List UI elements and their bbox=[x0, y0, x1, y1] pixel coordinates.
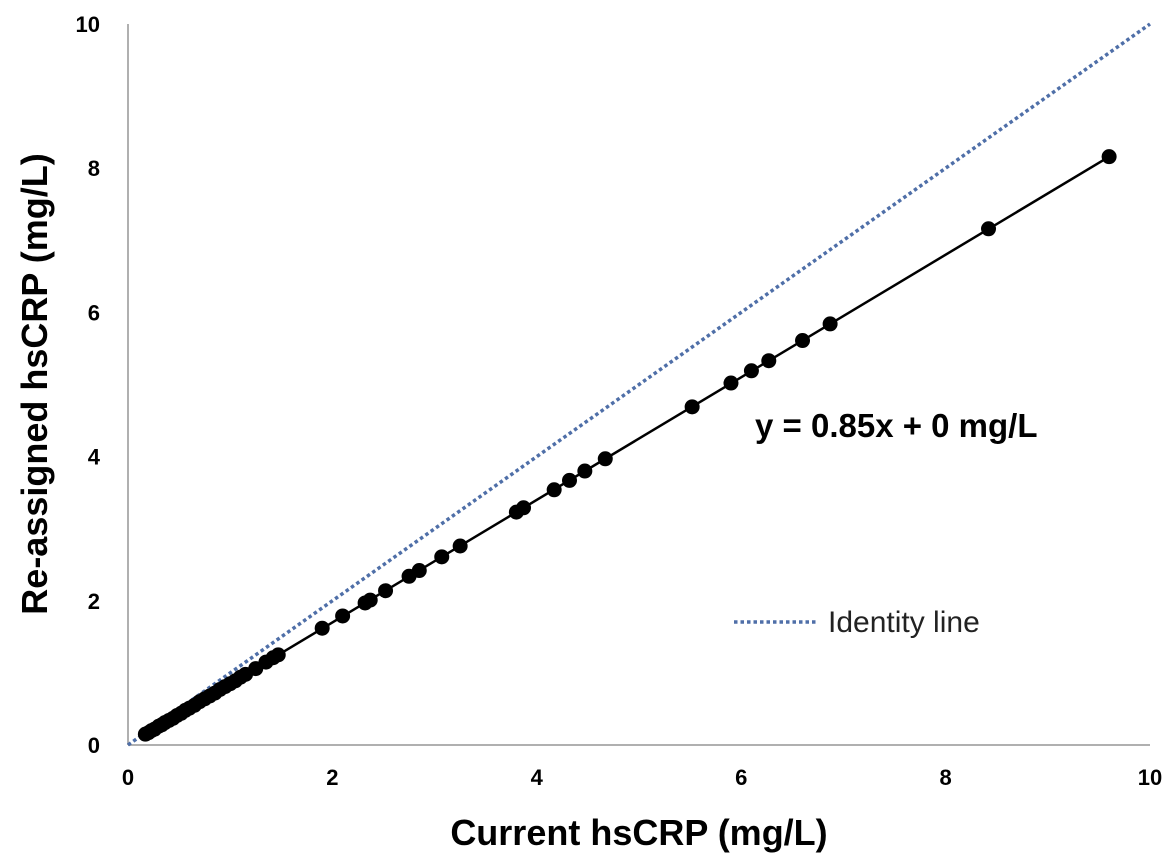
x-tick-label: 2 bbox=[326, 765, 338, 790]
data-point bbox=[981, 221, 997, 237]
y-tick-label: 0 bbox=[88, 733, 100, 758]
data-point bbox=[314, 620, 330, 636]
x-tick-label: 6 bbox=[735, 765, 747, 790]
data-point bbox=[452, 538, 468, 554]
legend: Identity line bbox=[734, 606, 980, 639]
x-tick-label: 0 bbox=[122, 765, 134, 790]
x-tick-label: 4 bbox=[531, 765, 544, 790]
data-point bbox=[761, 353, 777, 369]
x-tick-labels: 0 2 4 6 8 10 bbox=[122, 765, 1162, 790]
data-point bbox=[577, 463, 593, 479]
data-point bbox=[270, 647, 286, 663]
x-axis-title: Current hsCRP (mg/L) bbox=[450, 812, 827, 853]
data-point bbox=[723, 375, 739, 391]
data-point bbox=[795, 333, 811, 349]
data-point bbox=[362, 592, 378, 608]
annotation-equation: y = 0.85x + 0 mg/L bbox=[755, 407, 1038, 444]
data-point bbox=[1101, 149, 1117, 165]
data-points bbox=[137, 149, 1117, 742]
data-point bbox=[743, 363, 759, 379]
data-point bbox=[411, 563, 427, 579]
y-tick-label: 10 bbox=[76, 12, 100, 37]
y-tick-label: 4 bbox=[88, 445, 101, 470]
data-point bbox=[562, 472, 578, 488]
legend-identity-label: Identity line bbox=[828, 606, 980, 639]
data-point bbox=[378, 583, 394, 599]
y-tick-labels: 0 2 4 6 8 10 bbox=[76, 12, 101, 758]
data-point bbox=[597, 451, 613, 467]
x-tick-label: 8 bbox=[939, 765, 951, 790]
x-tick-label: 10 bbox=[1138, 765, 1162, 790]
y-tick-label: 6 bbox=[88, 300, 100, 325]
y-tick-label: 2 bbox=[88, 589, 100, 614]
identity-line bbox=[126, 22, 1152, 747]
y-tick-label: 8 bbox=[88, 156, 100, 181]
data-point bbox=[546, 482, 562, 498]
data-point bbox=[335, 608, 351, 624]
data-point bbox=[684, 399, 700, 415]
data-point bbox=[434, 549, 450, 565]
data-point bbox=[516, 500, 532, 516]
data-point bbox=[822, 316, 838, 332]
axes bbox=[127, 24, 1150, 746]
fit-line bbox=[144, 155, 1110, 736]
y-axis-title: Re-assigned hsCRP (mg/L) bbox=[14, 153, 55, 614]
